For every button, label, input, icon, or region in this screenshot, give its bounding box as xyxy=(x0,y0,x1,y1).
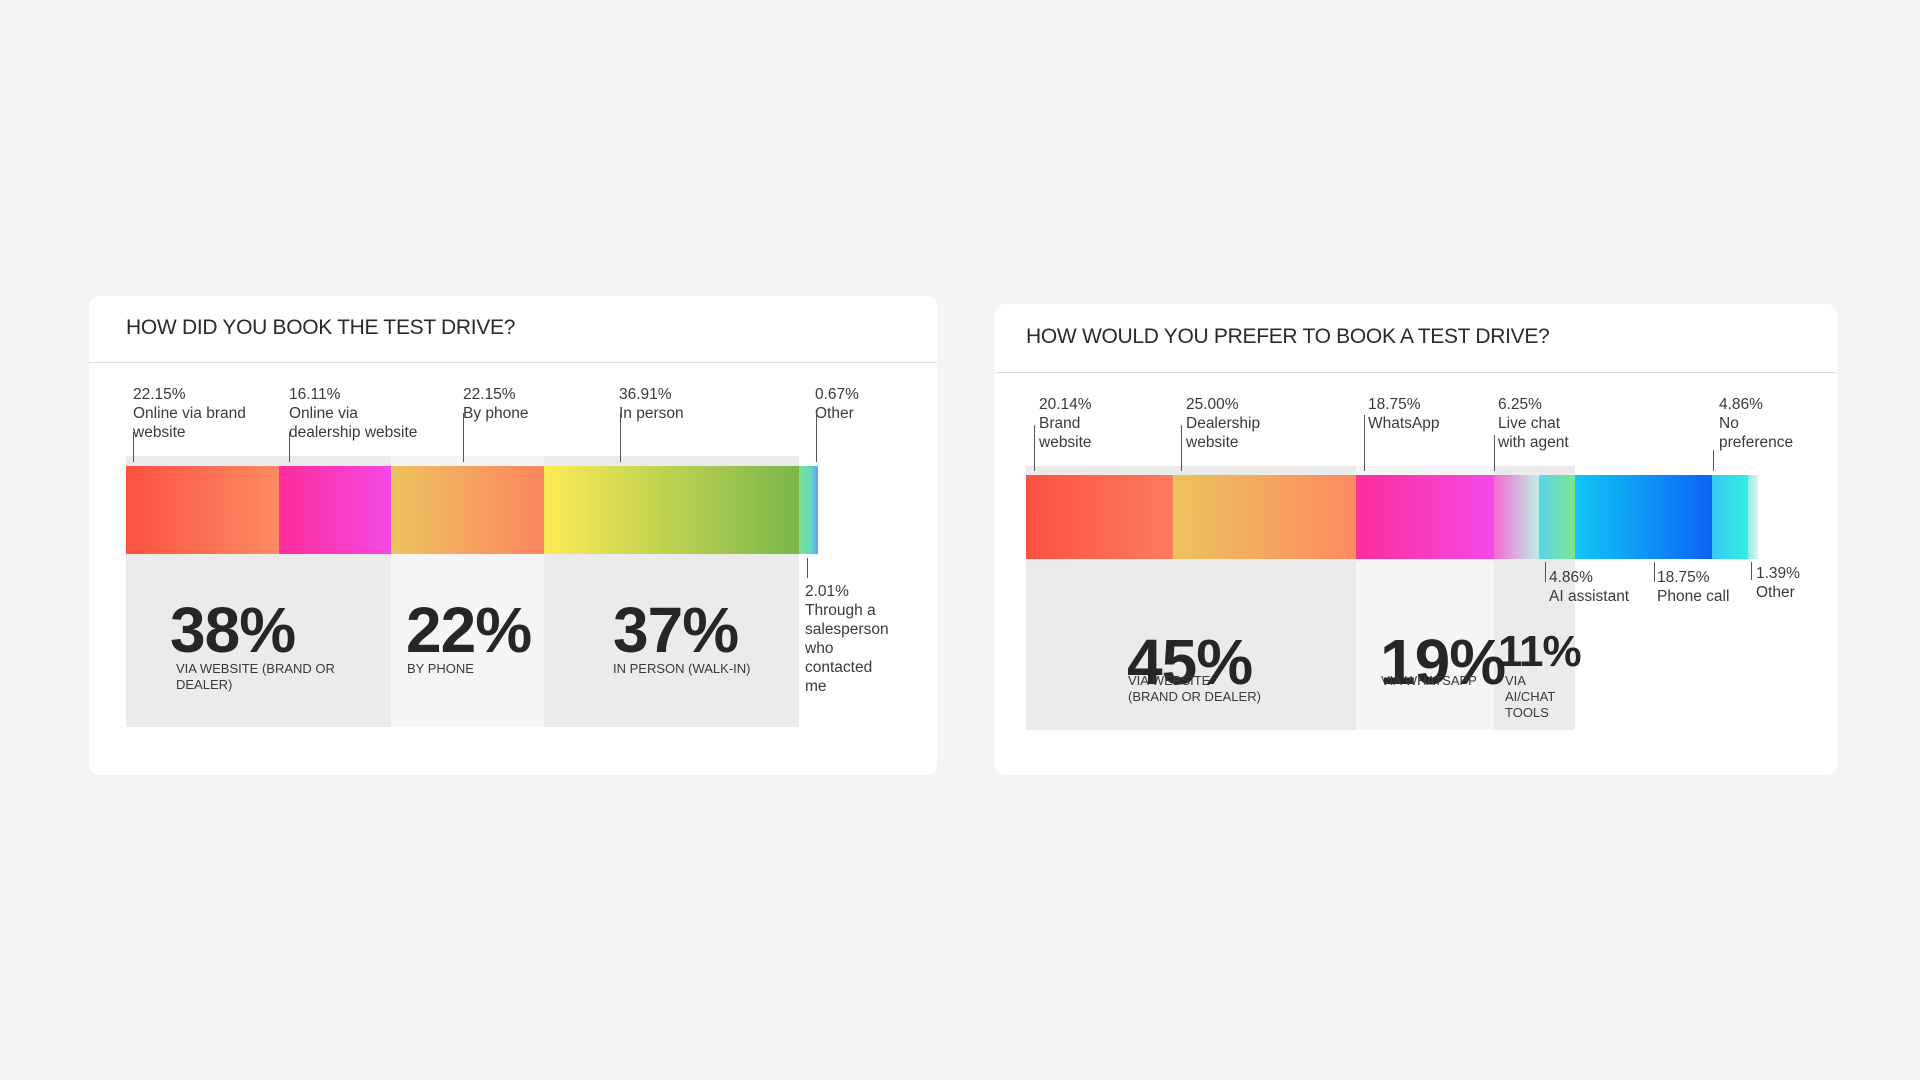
segment-name: Online via brand website xyxy=(133,405,246,441)
segment-name: Dealership website xyxy=(1186,415,1261,451)
segment-label: 20.14% Brand website xyxy=(1039,395,1092,452)
group-total: 38% xyxy=(170,594,296,666)
segment-percent: 36.91% xyxy=(619,386,672,403)
label-tick xyxy=(807,558,808,578)
segment-percent: 4.86% xyxy=(1549,569,1593,586)
segment-percent: 4.86% xyxy=(1719,396,1763,413)
segment-name: No preference xyxy=(1719,415,1794,451)
bar-segment xyxy=(126,466,280,554)
segment-name: AI assistant xyxy=(1549,588,1630,605)
label-tick xyxy=(1494,435,1495,471)
segment-percent: 6.25% xyxy=(1498,396,1542,413)
segment-name: By phone xyxy=(463,405,529,422)
segment-label: 22.15% Online via brand website xyxy=(133,385,246,442)
card-header xyxy=(995,304,1837,373)
segment-percent: 22.15% xyxy=(463,386,516,403)
card-header xyxy=(89,296,937,363)
segment-percent: 2.01% xyxy=(805,583,849,600)
label-tick xyxy=(463,413,464,462)
bar-segment xyxy=(1712,475,1748,559)
bar-segment xyxy=(1356,475,1494,559)
segment-name: Through a salesperson who contacted me xyxy=(805,602,889,695)
segment-label: 4.86% AI assistant xyxy=(1549,568,1629,606)
label-tick xyxy=(1181,425,1182,471)
segment-name: WhatsApp xyxy=(1368,415,1440,432)
bar-segment xyxy=(279,466,391,554)
segment-percent: 18.75% xyxy=(1368,396,1421,413)
label-tick xyxy=(1364,415,1365,471)
segment-name: Other xyxy=(1756,584,1795,601)
segment-name: In person xyxy=(619,405,684,422)
label-tick xyxy=(1751,562,1752,580)
segment-label: 4.86% No preference xyxy=(1719,395,1793,452)
chart-title: HOW DID YOU BOOK THE TEST DRIVE? xyxy=(126,316,516,339)
segment-percent: 18.75% xyxy=(1657,569,1710,586)
label-tick xyxy=(816,413,817,462)
segment-percent: 0.67% xyxy=(815,386,859,403)
segment-label: 25.00% Dealership website xyxy=(1186,395,1260,452)
segment-label: 2.01% Through a salesperson who contacted… xyxy=(805,582,889,696)
segment-name: Online via dealership website xyxy=(289,405,418,441)
bar-segment xyxy=(1575,475,1713,559)
segment-percent: 20.14% xyxy=(1039,396,1092,413)
bar-segment xyxy=(799,466,814,554)
segment-percent: 22.15% xyxy=(133,386,186,403)
label-tick xyxy=(133,432,134,462)
bar-segment xyxy=(1747,475,1758,559)
segment-percent: 25.00% xyxy=(1186,396,1239,413)
bar-segment xyxy=(544,466,800,554)
segment-label: 22.15% By phone xyxy=(463,385,529,423)
label-tick xyxy=(1654,562,1655,582)
bar-segment xyxy=(1539,475,1575,559)
segment-label: 18.75% WhatsApp xyxy=(1368,395,1440,433)
segment-label: 18.75% Phone call xyxy=(1657,568,1729,606)
label-tick xyxy=(620,413,621,462)
segment-name: Phone call xyxy=(1657,588,1730,605)
group-caption: VIA WEBSITE (BRAND OR DEALER) xyxy=(176,661,335,692)
chart-title: HOW WOULD YOU PREFER TO BOOK A TEST DRIV… xyxy=(1026,325,1550,348)
bar-segment xyxy=(1173,475,1357,559)
segment-name: Live chat with agent xyxy=(1498,415,1569,451)
label-tick xyxy=(1545,562,1546,582)
segment-label: 0.67% Other xyxy=(815,385,859,423)
group-caption: VIA WEBSITE (BRAND OR DEALER) xyxy=(1128,673,1261,704)
group-total: 11% xyxy=(1498,627,1582,676)
label-tick xyxy=(289,432,290,462)
group-total: 22% xyxy=(406,594,532,666)
group-total: 37% xyxy=(613,594,739,666)
bar-segment xyxy=(1493,475,1540,559)
group-total: 19% xyxy=(1380,626,1506,698)
label-tick xyxy=(1034,425,1035,471)
bar-segment xyxy=(390,466,545,554)
segment-label: 16.11% Online via dealership website xyxy=(289,385,417,442)
label-tick xyxy=(1713,450,1714,471)
segment-name: Other xyxy=(815,405,854,422)
segment-label: 1.39% Other xyxy=(1756,564,1800,602)
group-caption: IN PERSON (WALK-IN) xyxy=(613,661,751,676)
group-caption: VIA WHATSAPP xyxy=(1381,673,1477,688)
group-caption: VIA AI/CHAT TOOLS xyxy=(1505,673,1556,720)
segment-percent: 1.39% xyxy=(1756,565,1800,582)
bar-segment xyxy=(813,466,818,554)
segment-label: 36.91% In person xyxy=(619,385,684,423)
bar-segment xyxy=(1026,475,1174,559)
group-total: 45% xyxy=(1127,626,1253,698)
segment-label: 6.25% Live chat with agent xyxy=(1498,395,1569,452)
segment-name: Brand website xyxy=(1039,415,1092,451)
group-caption: BY PHONE xyxy=(407,661,474,676)
segment-percent: 16.11% xyxy=(289,386,341,403)
